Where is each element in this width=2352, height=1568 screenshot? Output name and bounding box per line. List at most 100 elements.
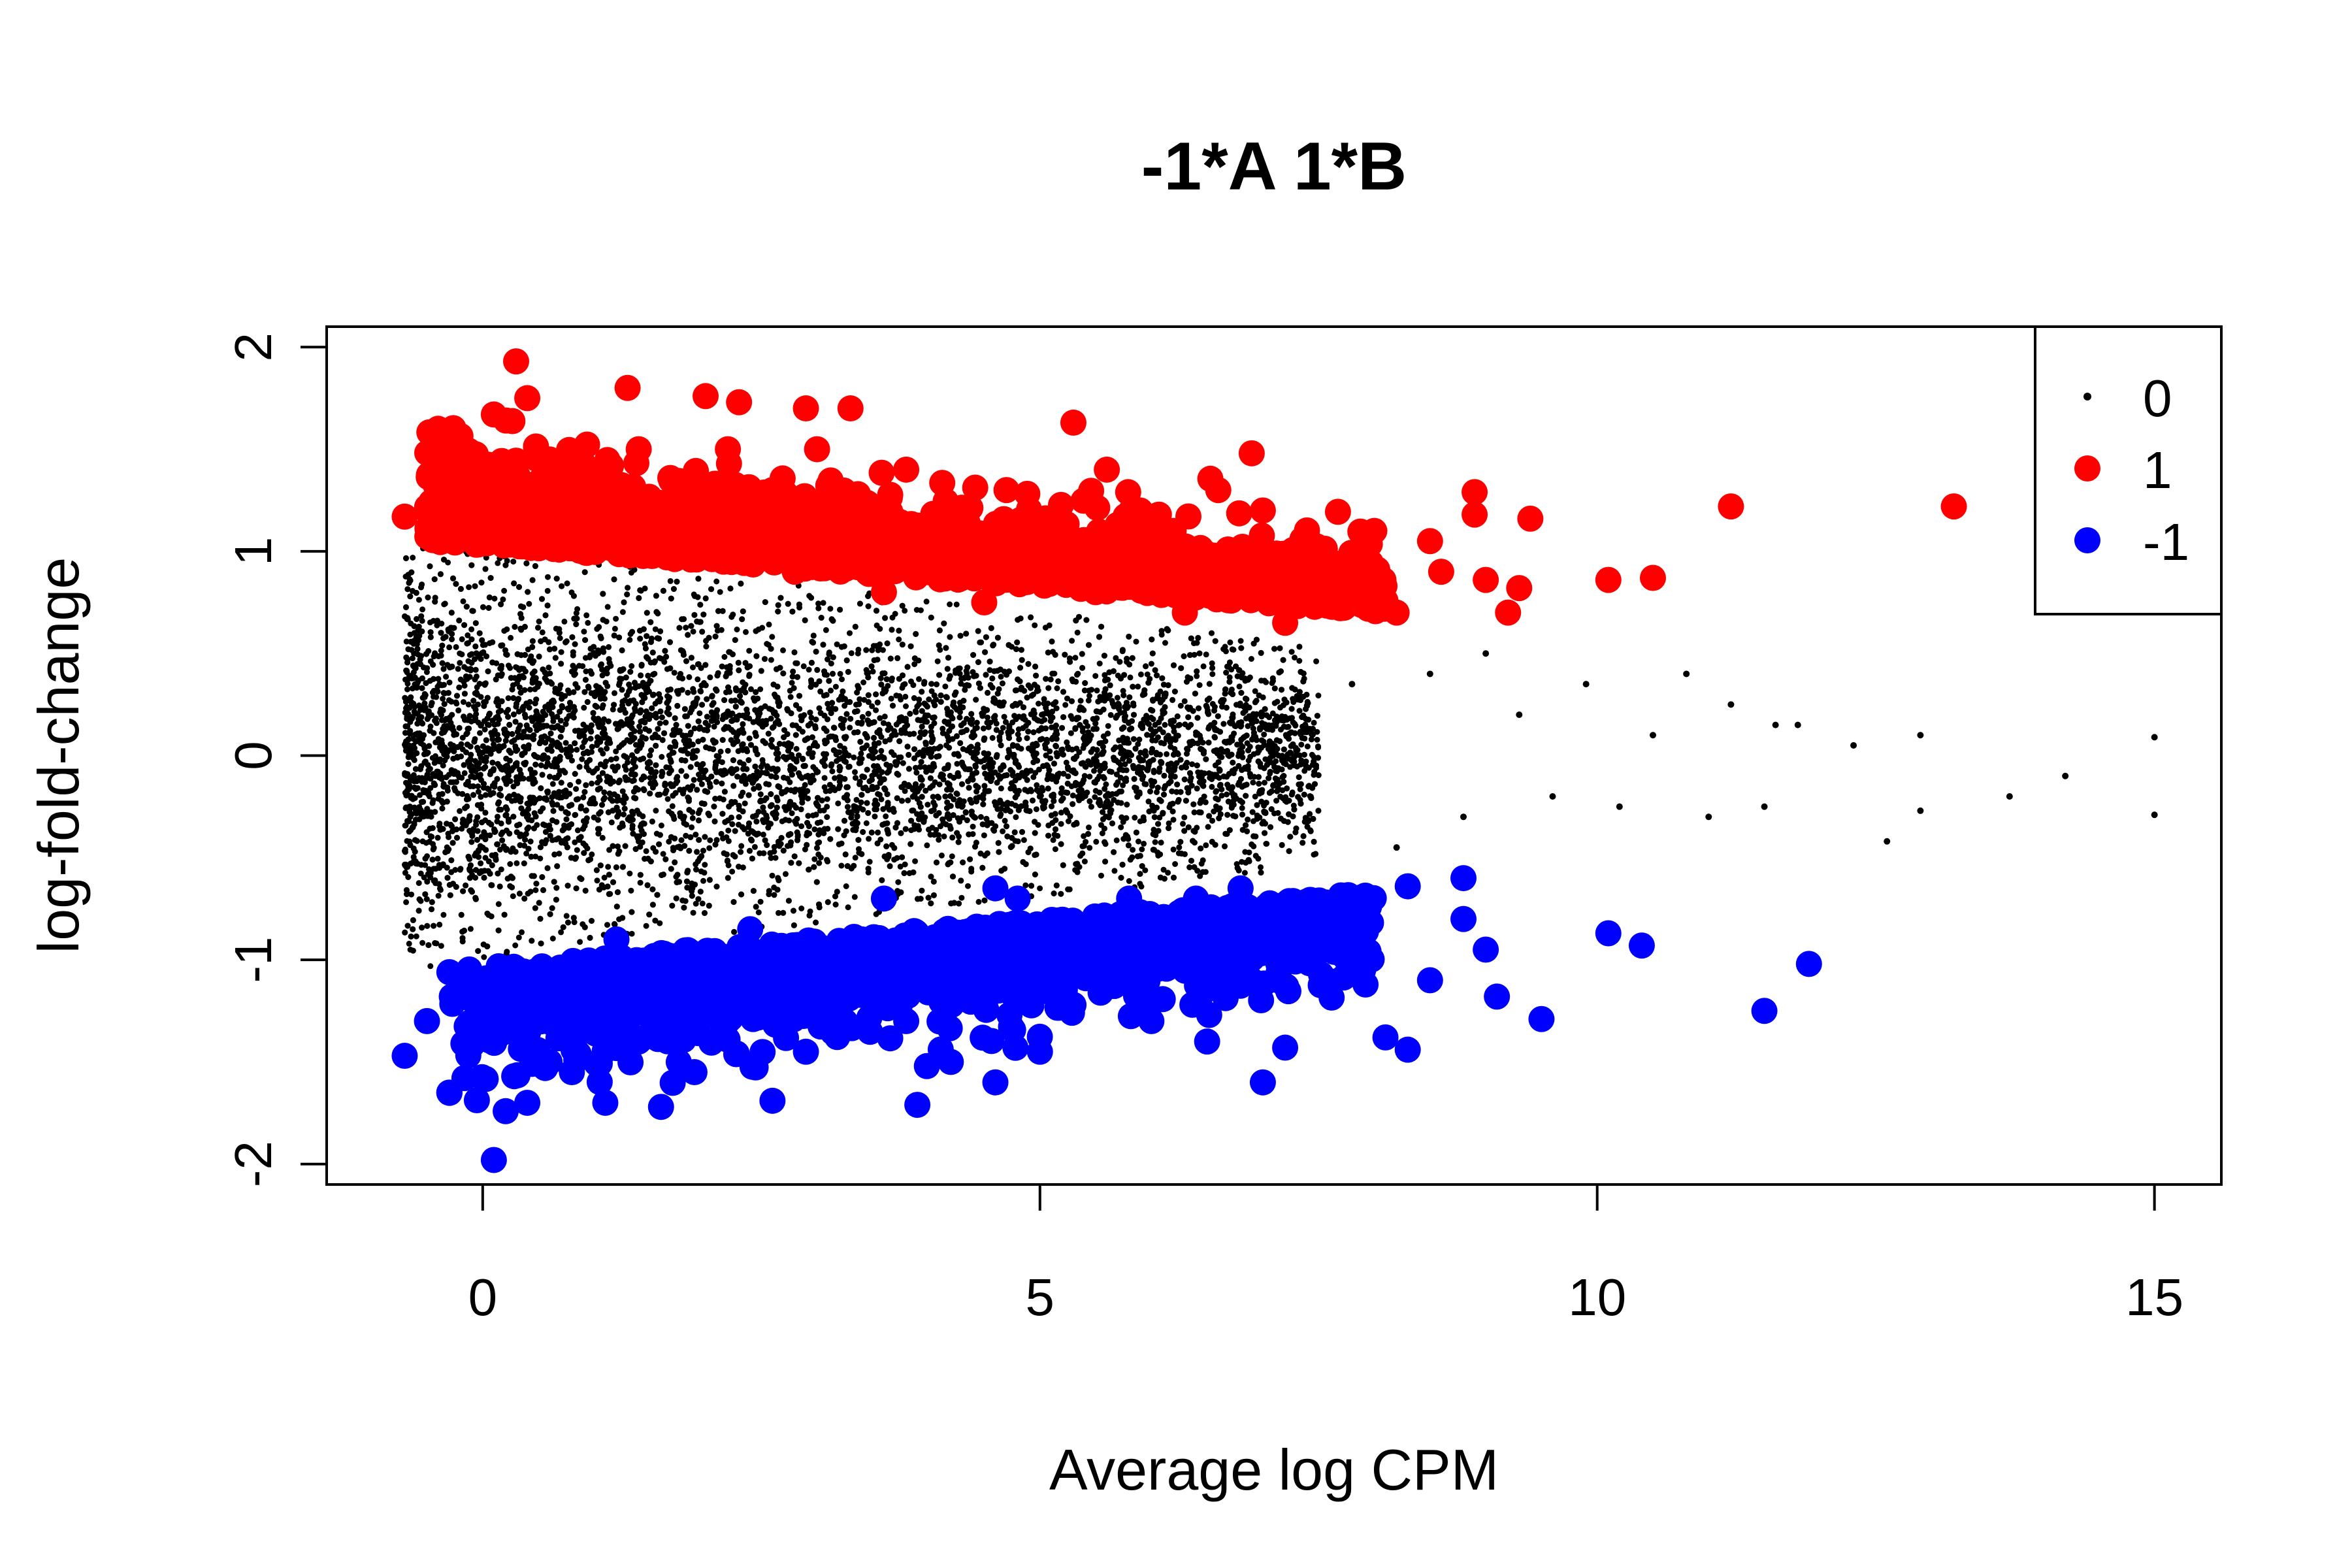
point-0-1980 bbox=[996, 734, 1003, 740]
point-0-566 bbox=[589, 780, 595, 787]
point-0-1678 bbox=[878, 796, 885, 802]
point-0-1568 bbox=[738, 843, 745, 849]
point-0-884 bbox=[620, 864, 626, 870]
point-0-1450 bbox=[845, 904, 851, 911]
point-0-914 bbox=[858, 750, 864, 757]
point-0-1477 bbox=[438, 943, 444, 949]
point-0-700 bbox=[1249, 841, 1255, 847]
point-0-349 bbox=[667, 639, 673, 645]
point-0-712 bbox=[510, 559, 517, 565]
point-0-745 bbox=[1060, 751, 1066, 758]
point-0-1863 bbox=[885, 800, 891, 806]
point-0-858 bbox=[912, 858, 919, 864]
point-0-813 bbox=[1181, 814, 1188, 821]
point-0-1487 bbox=[597, 809, 604, 815]
point-0-1485 bbox=[660, 851, 666, 857]
point-0-1063 bbox=[944, 799, 951, 806]
point-0-442 bbox=[707, 837, 713, 843]
point-0-1784 bbox=[459, 636, 465, 642]
point-0-382 bbox=[440, 911, 447, 918]
point-0-1279 bbox=[536, 618, 542, 625]
point-0-1968 bbox=[1236, 683, 1243, 690]
point-0-435 bbox=[627, 636, 633, 643]
point-0-65 bbox=[751, 785, 757, 792]
point-0-436 bbox=[465, 701, 472, 708]
point-0-277 bbox=[526, 600, 532, 607]
point-0-866 bbox=[658, 823, 664, 828]
point-0-1098 bbox=[958, 894, 965, 901]
point-0-1421 bbox=[1172, 861, 1179, 867]
point-0-1900 bbox=[766, 781, 772, 788]
point-0-819 bbox=[1209, 671, 1216, 678]
point-0-1640 bbox=[683, 625, 689, 631]
point-0-705 bbox=[881, 713, 888, 720]
point-0-944 bbox=[1000, 828, 1006, 834]
point-0-616 bbox=[789, 679, 795, 686]
point-0-452 bbox=[1092, 720, 1098, 727]
point-0-412 bbox=[1127, 674, 1134, 681]
point-0-781 bbox=[1085, 697, 1092, 704]
point-0-1270 bbox=[637, 879, 644, 886]
point-0-710 bbox=[667, 578, 674, 584]
point-0-1827 bbox=[501, 628, 508, 634]
point-0-1516 bbox=[806, 745, 813, 752]
point-0-1195 bbox=[579, 756, 585, 762]
point-0-1778 bbox=[954, 760, 960, 767]
point-0-1533 bbox=[440, 696, 446, 702]
point-0-1905 bbox=[1108, 769, 1115, 775]
point-0-742 bbox=[1200, 857, 1206, 864]
point-0-333 bbox=[852, 855, 858, 861]
point-0-88 bbox=[643, 848, 649, 855]
point-0-818 bbox=[888, 695, 894, 702]
point-0-1641 bbox=[638, 821, 645, 828]
point-0-294 bbox=[583, 668, 589, 675]
point-0-590 bbox=[408, 891, 415, 898]
point-0-1088 bbox=[699, 900, 706, 907]
point-0-861 bbox=[725, 838, 732, 844]
point-0-1627 bbox=[821, 775, 828, 781]
point-0-1266 bbox=[468, 651, 475, 657]
point-0-1119 bbox=[700, 877, 706, 884]
point-0-811 bbox=[1156, 814, 1163, 821]
point-0-939 bbox=[870, 668, 876, 675]
point-0-303 bbox=[587, 736, 594, 742]
point-0-328 bbox=[930, 794, 936, 800]
point-0-1572 bbox=[659, 754, 665, 760]
point-0-254 bbox=[1139, 846, 1145, 853]
point-0-1349 bbox=[1130, 847, 1136, 853]
point-0-796 bbox=[757, 898, 764, 905]
point-0-865 bbox=[923, 598, 930, 605]
point-0-466 bbox=[557, 635, 563, 642]
point-0-492 bbox=[902, 788, 908, 794]
point-0-386 bbox=[558, 649, 564, 655]
point-0-1894 bbox=[1263, 841, 1269, 847]
point-0-369 bbox=[1086, 825, 1092, 830]
point-0-612 bbox=[1086, 693, 1092, 699]
point-0-1323 bbox=[1091, 768, 1097, 774]
point-0-111 bbox=[466, 584, 472, 591]
point-0-1423 bbox=[510, 893, 516, 900]
point-0-50 bbox=[1093, 838, 1100, 845]
point-0-1052 bbox=[589, 851, 595, 858]
point-0-203 bbox=[686, 674, 693, 680]
point-0-1232 bbox=[417, 870, 424, 877]
point-0-96 bbox=[713, 578, 720, 585]
point-0-1697 bbox=[549, 936, 556, 941]
point-0-256 bbox=[1034, 782, 1040, 789]
point-0-750 bbox=[957, 709, 963, 715]
point-0-1061 bbox=[498, 866, 504, 873]
point-0-1594 bbox=[461, 770, 468, 776]
point-0-650 bbox=[475, 783, 482, 790]
point-0-4 bbox=[1086, 845, 1093, 851]
point-0-1473 bbox=[507, 861, 514, 867]
point-0-417 bbox=[766, 621, 772, 628]
point-0-954 bbox=[973, 719, 980, 726]
point-0-493 bbox=[1092, 673, 1099, 679]
point-0-1321 bbox=[573, 796, 580, 803]
point-0-627 bbox=[787, 694, 794, 700]
point-0-1372 bbox=[998, 729, 1004, 736]
point-0-1657 bbox=[810, 764, 817, 770]
point-0-1619 bbox=[1250, 779, 1256, 786]
point-0-1068 bbox=[563, 913, 570, 919]
point-0-1033 bbox=[996, 686, 1002, 693]
